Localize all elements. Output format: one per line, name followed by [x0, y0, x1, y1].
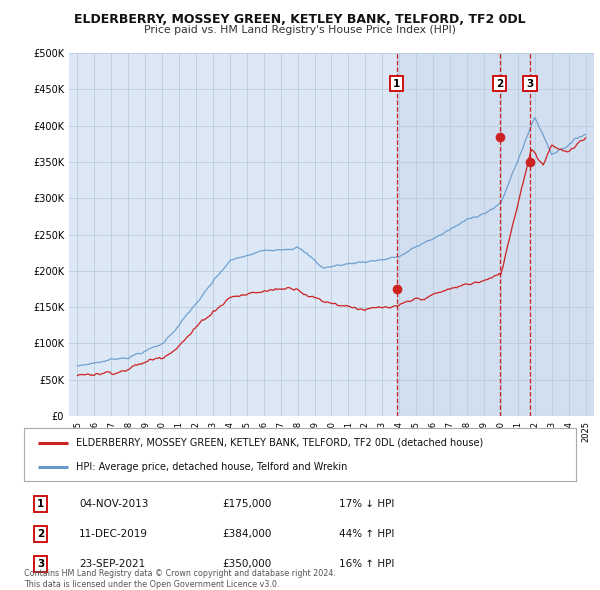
- Text: HPI: Average price, detached house, Telford and Wrekin: HPI: Average price, detached house, Telf…: [76, 461, 348, 471]
- Text: 44% ↑ HPI: 44% ↑ HPI: [338, 529, 394, 539]
- Text: 16% ↑ HPI: 16% ↑ HPI: [338, 559, 394, 569]
- Text: ELDERBERRY, MOSSEY GREEN, KETLEY BANK, TELFORD, TF2 0DL: ELDERBERRY, MOSSEY GREEN, KETLEY BANK, T…: [74, 13, 526, 26]
- Bar: [397, 53, 594, 416]
- Text: 23-SEP-2021: 23-SEP-2021: [79, 559, 145, 569]
- Text: 3: 3: [526, 78, 533, 88]
- Text: 17% ↓ HPI: 17% ↓ HPI: [338, 499, 394, 509]
- Text: 2: 2: [37, 529, 44, 539]
- Text: 04-NOV-2013: 04-NOV-2013: [79, 499, 149, 509]
- Text: 11-DEC-2019: 11-DEC-2019: [79, 529, 148, 539]
- Text: ELDERBERRY, MOSSEY GREEN, KETLEY BANK, TELFORD, TF2 0DL (detached house): ELDERBERRY, MOSSEY GREEN, KETLEY BANK, T…: [76, 438, 484, 448]
- Text: £175,000: £175,000: [223, 499, 272, 509]
- Text: Contains HM Land Registry data © Crown copyright and database right 2024.
This d: Contains HM Land Registry data © Crown c…: [24, 569, 336, 589]
- Text: £350,000: £350,000: [223, 559, 272, 569]
- Text: 2: 2: [496, 78, 503, 88]
- Text: Price paid vs. HM Land Registry's House Price Index (HPI): Price paid vs. HM Land Registry's House …: [144, 25, 456, 35]
- Text: 1: 1: [37, 499, 44, 509]
- Text: 3: 3: [37, 559, 44, 569]
- Text: £384,000: £384,000: [223, 529, 272, 539]
- Text: 1: 1: [393, 78, 400, 88]
